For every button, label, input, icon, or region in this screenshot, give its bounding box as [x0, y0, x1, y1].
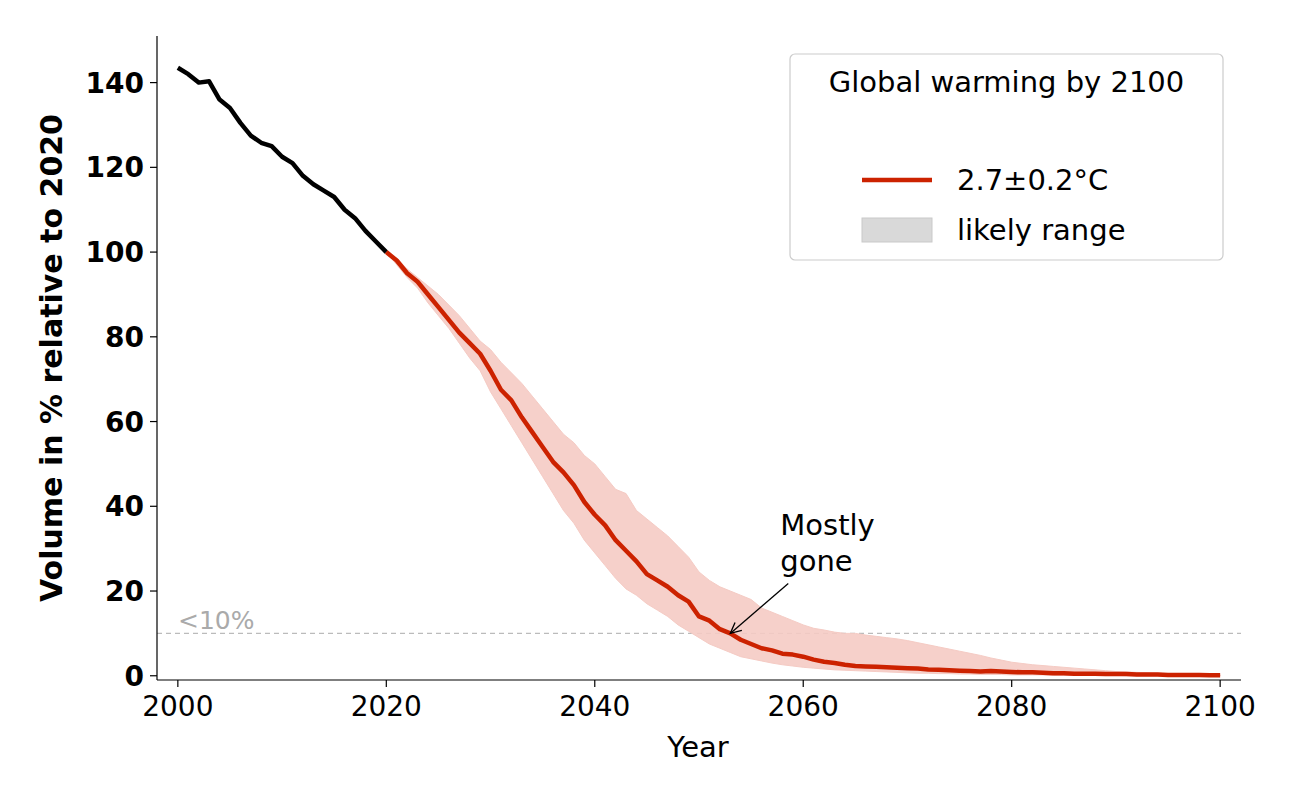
legend: Global warming by 2100 2.7±0.2°C likely ra…	[790, 54, 1223, 260]
y-tick-label: 140	[86, 67, 144, 100]
y-tick-label: 60	[105, 406, 144, 439]
y-tick	[150, 82, 157, 83]
legend-label: 2.7±0.2°C	[957, 163, 1108, 197]
y-tick	[150, 251, 157, 252]
x-tick-label: 2080	[976, 690, 1047, 723]
annotation-arrow	[730, 583, 788, 633]
y-tick	[150, 675, 157, 676]
legend-swatch	[862, 218, 932, 242]
y-tick-label: 80	[105, 321, 144, 354]
y-tick	[150, 336, 157, 337]
x-tick-label: 2100	[1185, 690, 1256, 723]
x-tick	[803, 680, 804, 687]
legend-swatch	[862, 178, 932, 183]
x-tick	[386, 680, 387, 687]
x-tick-label: 2020	[351, 690, 422, 723]
y-tick-label: 100	[86, 236, 144, 269]
x-tick	[1220, 680, 1221, 687]
x-tick-label: 2000	[142, 690, 213, 723]
y-tick-label: 120	[86, 151, 144, 184]
legend-frame	[790, 54, 1223, 260]
legend-label: likely range	[957, 213, 1125, 247]
annotation-text: Mostly gone	[780, 508, 884, 578]
y-tick-label: 0	[125, 660, 144, 693]
x-tick-label: 2060	[768, 690, 839, 723]
y-tick	[150, 590, 157, 591]
y-tick	[150, 421, 157, 422]
background	[0, 0, 1300, 800]
x-axis-label: Year	[666, 730, 728, 764]
y-tick	[150, 506, 157, 507]
x-tick	[177, 680, 178, 687]
series-line	[386, 252, 1220, 675]
y-tick	[150, 167, 157, 168]
legend-title: Global warming by 2100	[829, 65, 1185, 99]
reference-line-label: <10%	[178, 606, 255, 635]
x-tick	[594, 680, 595, 687]
y-tick-label: 40	[105, 490, 144, 523]
y-tick-label: 20	[105, 575, 144, 608]
x-tick	[1011, 680, 1012, 687]
y-axis-line	[156, 36, 157, 680]
likely-range-band	[386, 252, 1220, 676]
annotation-arrowhead	[730, 622, 742, 633]
series-line	[178, 68, 386, 252]
x-axis-line	[157, 679, 1241, 680]
chart: 0204060801001201402000202020402060208021…	[0, 0, 1300, 800]
y-axis-label: Volume in % relative to 2020	[34, 114, 69, 602]
x-tick-label: 2040	[559, 690, 630, 723]
